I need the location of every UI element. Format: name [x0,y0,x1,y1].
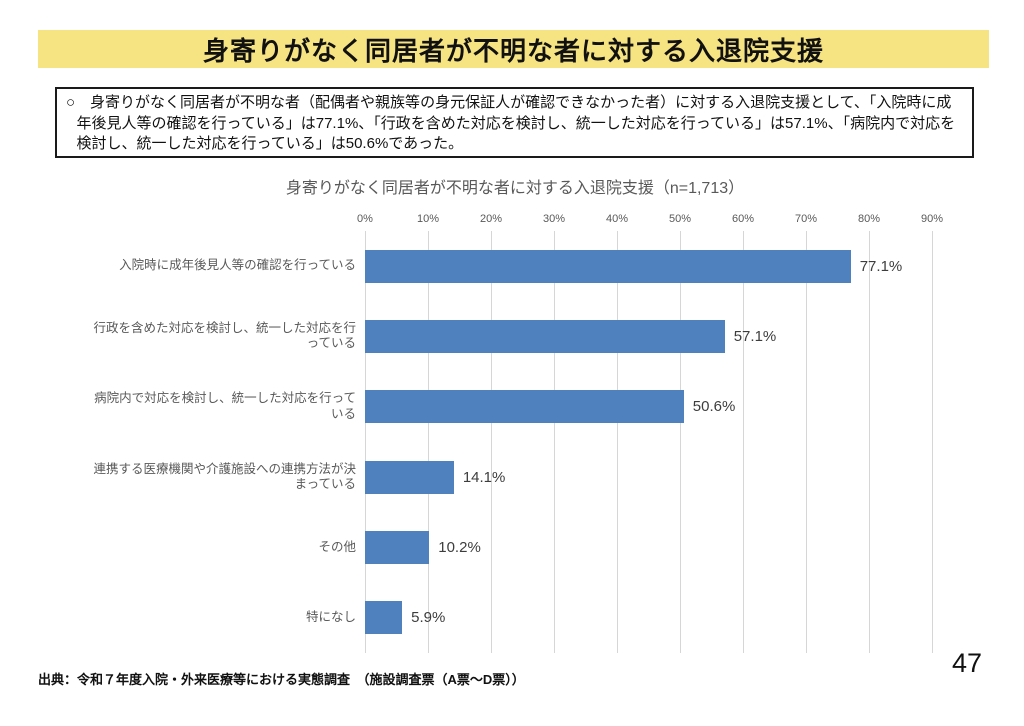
plot-area: 77.1% 57.1% 50.6% 14.1% 10.2% 5.9% [365,231,933,653]
bar-row: 5.9% [365,583,932,653]
x-tick-label: 10% [416,213,440,225]
bar-value-label: 10.2% [438,538,481,556]
bar-value-label: 14.1% [462,468,506,486]
gridline [680,231,681,653]
bar-value-label: 57.1% [733,327,777,345]
gridline [617,231,618,653]
summary-text: ○ 身寄りがなく同居者が不明な者（配偶者や親族等の身元保証人が確認できなかった者… [66,94,956,153]
gridline [932,231,933,653]
bar-value-label: 77.1% [859,257,903,275]
category-label: 入院時に成年後見人等の確認を行っている [119,258,356,273]
bar-row: 14.1% [365,442,932,512]
x-tick-label: 30% [542,213,566,225]
bar-row: 57.1% [365,301,932,371]
x-tick-label: 60% [731,213,755,225]
gridline [365,231,366,653]
x-tick-label: 80% [857,213,881,225]
x-tick-label: 50% [668,213,692,225]
bar-row: 10.2% [365,512,932,582]
category-label: 連携する医療機関や介護施設への連携方法が決まっている [93,461,356,492]
gridline [554,231,555,653]
x-axis: 0% 10% 20% 30% 40% 50% 60% 70% 80% 90% [357,211,943,231]
slide-title: 身寄りがなく同居者が不明な者に対する入退院支援 [202,35,824,66]
slide-title-band: 身寄りがなく同居者が不明な者に対する入退院支援 [38,30,989,68]
x-tick-label: 20% [479,213,503,225]
category-label: その他 [318,539,356,554]
category-label: 病院内で対応を検討し、統一した対応を行っている [94,391,356,421]
gridline [869,231,870,653]
bar [365,249,851,283]
page-number: 47 [951,648,982,678]
gridline [491,231,492,653]
bar-value-label: 5.9% [411,609,446,627]
bar [365,460,454,494]
bar [365,319,725,353]
bar-chart: 身寄りがなく同居者が不明な者に対する入退院支援（n=1,713） 0% 10% 20… [85,174,945,653]
x-tick-label: 90% [920,213,944,225]
source-note: 出典：令和７年度入院・外来医療等における実態調査 （施設調査票（A票～D票）） [38,672,525,687]
bar [365,390,684,424]
summary-box: ○ 身寄りがなく同居者が不明な者（配偶者や親族等の身元保証人が確認できなかった者… [55,87,974,158]
chart-body: 入院時に成年後見人等の確認を行っている行政を含めた対応を検討し、統一した対応を行… [85,231,945,653]
category-label: 行政を含めた対応を検討し、統一した対応を行っている [93,320,356,351]
gridline [743,231,744,653]
gridline [806,231,807,653]
category-label: 特になし [305,609,356,624]
gridline [428,231,429,653]
x-tick-label: 70% [794,213,818,225]
x-tick-label: 40% [605,213,629,225]
bar [365,601,403,635]
bar-value-label: 50.6% [692,398,736,416]
bar-row: 77.1% [365,231,932,301]
bar [365,530,430,564]
chart-title: 身寄りがなく同居者が不明な者に対する入退院支援（n=1,713） [285,180,745,197]
bar-row: 50.6% [365,372,932,442]
x-tick-label: 0% [357,213,373,225]
category-column: 入院時に成年後見人等の確認を行っている行政を含めた対応を検討し、統一した対応を行… [85,231,365,653]
bars: 77.1% 57.1% 50.6% 14.1% 10.2% 5.9% [365,231,932,653]
